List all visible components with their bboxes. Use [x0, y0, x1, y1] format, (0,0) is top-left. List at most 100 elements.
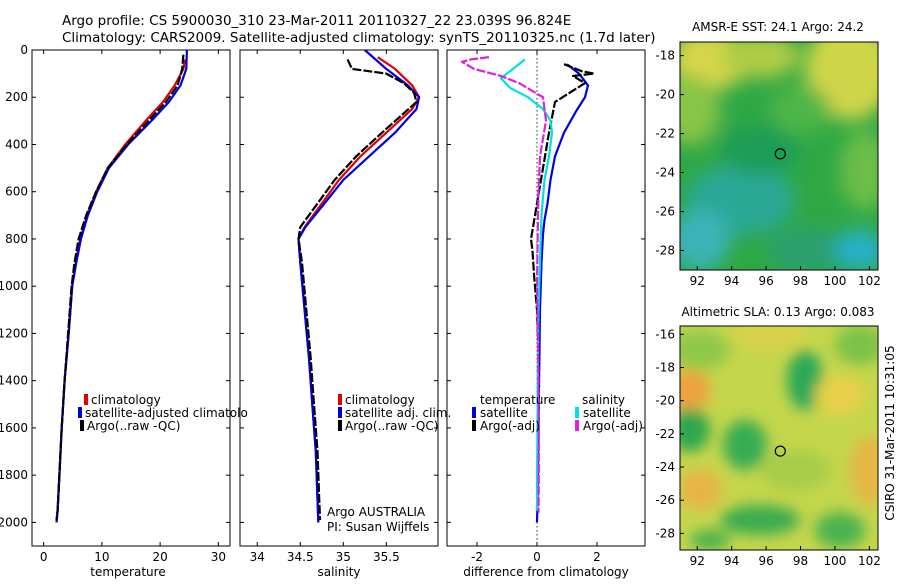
legend-label-sal-satellite: satellite: [583, 406, 631, 420]
legend-swatch-climatology: [338, 394, 342, 405]
y-tick-label: 800: [5, 232, 28, 246]
figure-title-line1: Argo profile: CS 5900030_310 23-Mar-2011…: [62, 13, 571, 29]
x-tick-label: 20: [152, 550, 167, 564]
legend-swatch-satellite-adjusted: [78, 407, 82, 418]
map-y-tick-label: -24: [655, 460, 675, 474]
sst-map-frame: [679, 41, 879, 271]
legend-label-argo: Argo(..raw -QC): [345, 419, 438, 433]
map-x-tick-label: 96: [758, 554, 773, 568]
legend-group-salinity: salinity: [582, 393, 625, 407]
x-tick-label: 0: [40, 550, 48, 564]
x-tick-label: 35.5: [373, 550, 400, 564]
y-tick-label: 600: [5, 185, 28, 199]
map-y-tick-label: -16: [655, 327, 675, 341]
y-tick-label: 1200: [0, 326, 28, 340]
sst-map-title: AMSR-E SST: 24.1 Argo: 24.2: [692, 20, 864, 34]
x-tick-label: 34.5: [287, 550, 314, 564]
map-y-tick-label: -20: [655, 88, 675, 102]
legend-swatch-sal-argo: [575, 420, 579, 431]
x-tick-label: 30: [211, 550, 226, 564]
legend-label-climatology: climatology: [91, 393, 161, 407]
temperature-legend: climatology satellite-adjusted climatolo…: [78, 393, 248, 433]
float-pi-label: PI: Susan Wijffels: [327, 520, 429, 534]
map-x-tick-label: 102: [858, 554, 881, 568]
map-y-tick-label: -18: [655, 49, 675, 63]
sla-map-title: Altimetric SLA: 0.13 Argo: 0.083: [681, 305, 874, 319]
temperature-panel-frame: [31, 49, 231, 547]
x-tick-label: 34: [250, 550, 265, 564]
legend-swatch-sal-satellite: [575, 407, 579, 418]
legend-label-sal-argo: Argo(-adj): [583, 419, 643, 433]
legend-swatch-climatology: [84, 394, 88, 405]
legend-label-satellite-adjusted: satellite-adjusted climatolo: [85, 406, 248, 420]
y-tick-label: 1400: [0, 374, 28, 388]
sla-map-field: [680, 326, 878, 550]
map-x-tick-label: 94: [724, 554, 739, 568]
map-x-tick-label: 92: [690, 274, 705, 288]
y-tick-label: 200: [5, 90, 28, 104]
map-y-tick-label: -24: [655, 166, 675, 180]
x-tick-label: 0: [533, 550, 541, 564]
legend-swatch-temp-argo: [472, 420, 476, 431]
series-line-satellite-adj-clim-: [297, 49, 421, 523]
map-y-tick-label: -18: [655, 360, 675, 374]
legend-group-temperature: temperature: [480, 393, 555, 407]
y-tick-label: 1000: [0, 279, 28, 293]
legend-swatch-temp-satellite: [472, 407, 476, 418]
csiro-timestamp-label: CSIRO 31-Mar-2011 10:31:05: [883, 345, 897, 520]
series-line-satellite-adjusted-climatology: [55, 49, 188, 523]
y-tick-label: 1800: [0, 468, 28, 482]
series-line-salinity-argo: [460, 56, 548, 513]
salinity-plot: 34 34.5 35 35.5: [240, 49, 438, 564]
difference-panel-frame: [446, 49, 646, 547]
sst-map-field: [680, 42, 878, 270]
y-tick-label: 1600: [0, 421, 28, 435]
map-y-tick-label: -28: [655, 244, 675, 258]
salinity-xlabel: salinity: [317, 565, 360, 579]
map-y-tick-label: -20: [655, 394, 675, 408]
legend-label-temp-argo: Argo(-adj): [480, 419, 540, 433]
sla-map-axes: 92 94 96 98 100 102 -16 -18 -20 -22 -24 -26 -28: [655, 327, 880, 568]
sst-argo-position-marker: [774, 148, 786, 160]
y-tick-label: 400: [5, 137, 28, 151]
salinity-legend: climatology satellite adj. clim. Argo(..…: [327, 393, 451, 534]
sst-map-axes: 92 94 96 98 100 102 -18 -20 -22 -24 -26 -28: [655, 49, 880, 288]
x-tick-label: -2: [471, 550, 483, 564]
map-x-tick-label: 92: [690, 554, 705, 568]
figure-title-line2: Climatology: CARS2009. Satellite-adjuste…: [62, 30, 655, 46]
sla-argo-position-marker: [774, 445, 786, 457]
map-y-tick-label: -28: [655, 526, 675, 540]
sla-map-frame: [679, 325, 879, 551]
x-tick-label: 2: [593, 550, 601, 564]
map-x-tick-label: 96: [758, 274, 773, 288]
temperature-xlabel: temperature: [90, 565, 165, 579]
y-tick-label: 2000: [0, 515, 28, 529]
series-line-climatology: [55, 59, 187, 523]
difference-legend: temperature salinity satellite Argo(-adj…: [472, 393, 643, 433]
temperature-plot: 0 200 400 600 800 1000 1200 1400 1600 1800 2000 0 10…: [0, 43, 230, 564]
map-y-tick-label: -22: [655, 127, 675, 141]
legend-label-argo: Argo(..raw -QC): [87, 419, 180, 433]
series-line-argo: [55, 54, 185, 521]
difference-xlabel: difference from climatology: [463, 565, 629, 579]
legend-swatch-argo: [338, 420, 342, 431]
map-x-tick-label: 98: [793, 274, 808, 288]
map-y-tick-label: -26: [655, 205, 675, 219]
legend-swatch-satellite-adj: [338, 407, 342, 418]
map-x-tick-label: 98: [793, 554, 808, 568]
y-tick-label: 0: [20, 43, 28, 57]
legend-label-satellite-adj: satellite adj. clim.: [345, 406, 451, 420]
map-y-tick-label: -26: [655, 493, 675, 507]
salinity-panel-frame: [239, 49, 439, 547]
map-x-tick-label: 94: [724, 274, 739, 288]
float-owner-label: Argo AUSTRALIA: [327, 505, 426, 519]
x-tick-label: 35: [336, 550, 351, 564]
legend-label-temp-satellite: satellite: [480, 406, 528, 420]
x-tick-label: 10: [94, 550, 109, 564]
map-y-tick-label: -22: [655, 427, 675, 441]
map-x-tick-label: 100: [824, 274, 847, 288]
series-line-temperature-satellite: [535, 63, 590, 523]
legend-swatch-argo: [80, 420, 84, 431]
